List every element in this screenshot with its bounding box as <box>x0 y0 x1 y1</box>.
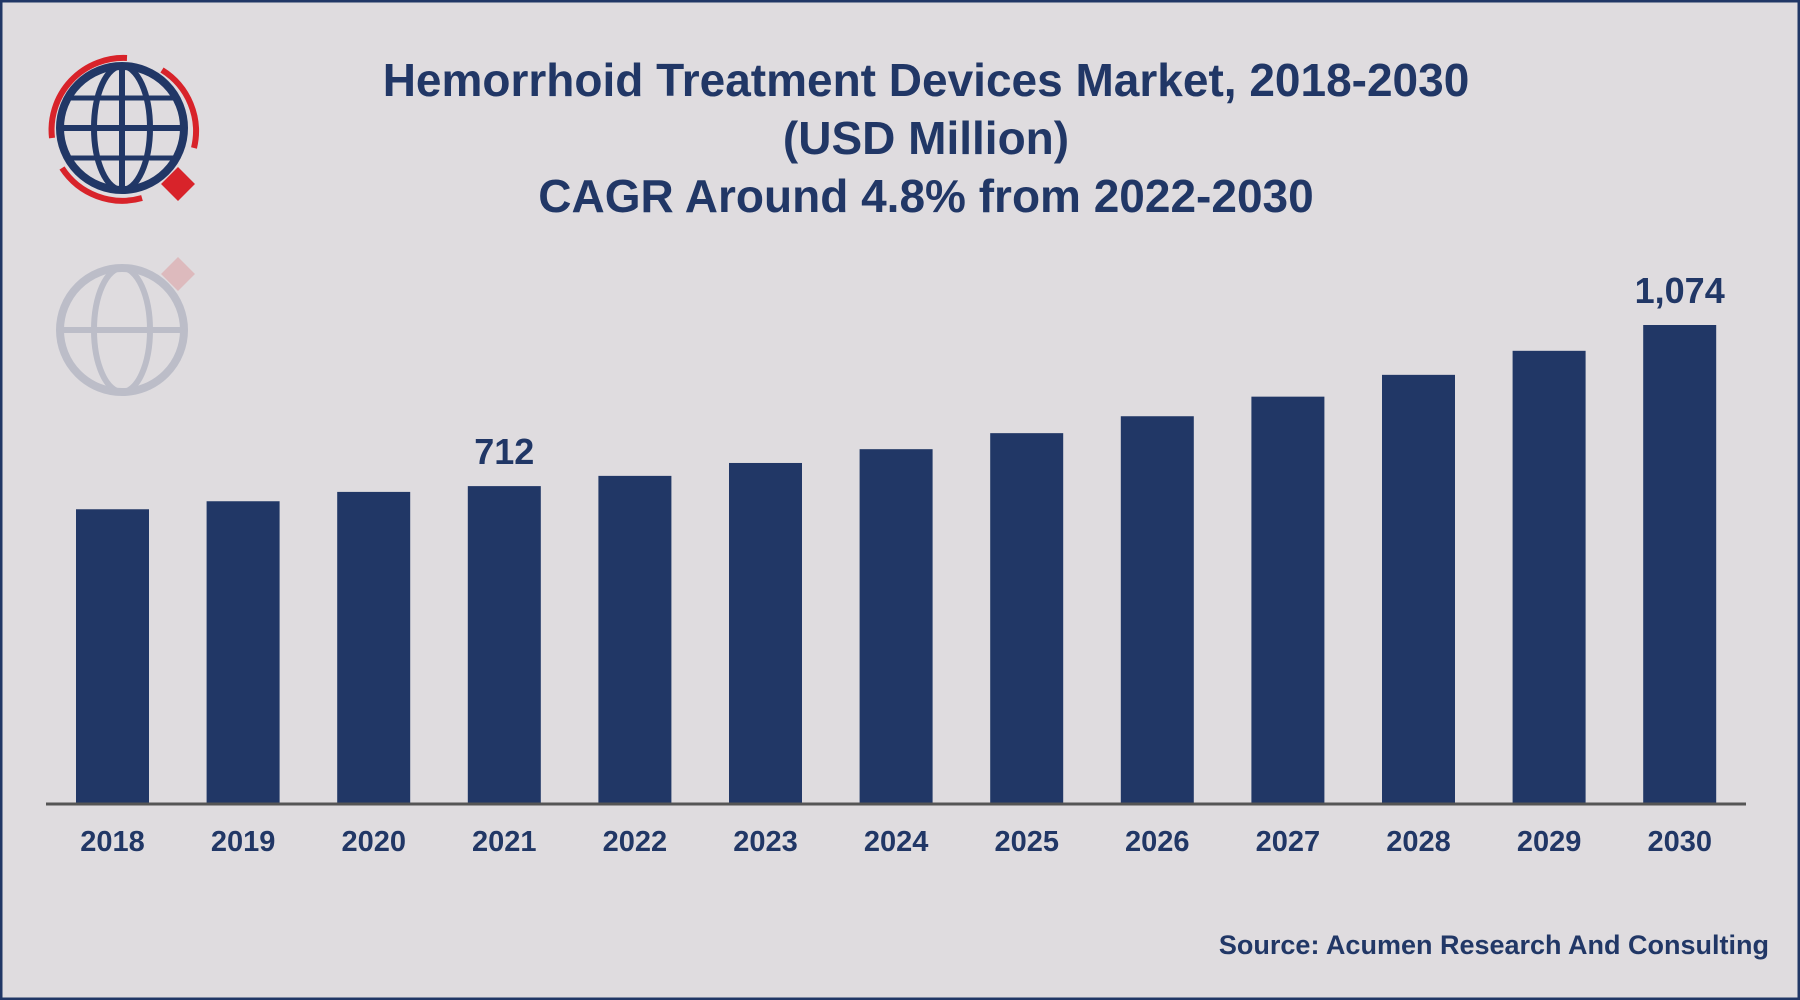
chart-title-line-1: Hemorrhoid Treatment Devices Market, 201… <box>383 54 1470 106</box>
logo-diamond <box>161 167 195 201</box>
x-tick-labels: 2018 2019 2020 2021 2022 2023 2024 2025 2026 2027… <box>80 826 1712 858</box>
bar-2026 <box>1120 416 1194 803</box>
source-note: Source: Acumen Research And Consulting <box>1219 930 1769 960</box>
bar-2027 <box>1251 396 1325 803</box>
x-tick-2022: 2022 <box>603 826 668 858</box>
bar-2025 <box>990 433 1064 803</box>
bar-2030 <box>1643 325 1717 803</box>
bar-2020 <box>337 491 411 803</box>
data-labels: 712 1,074 <box>474 270 1724 472</box>
x-tick-2024: 2024 <box>864 826 929 858</box>
bars <box>76 325 1717 803</box>
bar-2022 <box>598 475 672 803</box>
bar-2029 <box>1512 350 1586 803</box>
x-tick-2029: 2029 <box>1517 826 1582 858</box>
bar-2021 <box>467 486 541 803</box>
data-label-2021: 712 <box>474 431 534 472</box>
bar-2023 <box>729 462 802 803</box>
chart-title-line-2: (USD Million) <box>783 112 1069 164</box>
logo <box>48 54 199 204</box>
x-tick-2025: 2025 <box>994 826 1059 858</box>
bar-2018 <box>76 509 149 803</box>
x-tick-2030: 2030 <box>1647 826 1712 858</box>
x-tick-2021: 2021 <box>472 826 537 858</box>
x-tick-2027: 2027 <box>1256 826 1321 858</box>
x-tick-2023: 2023 <box>733 826 798 858</box>
logo-red-arc <box>59 166 143 204</box>
x-tick-2018: 2018 <box>80 826 145 858</box>
x-tick-2028: 2028 <box>1386 826 1451 858</box>
bar-2019 <box>206 501 280 803</box>
x-tick-2020: 2020 <box>341 826 406 858</box>
bar-2028 <box>1382 374 1455 803</box>
x-tick-2019: 2019 <box>211 826 276 858</box>
data-label-2030: 1,074 <box>1635 270 1725 311</box>
logo-red-arc <box>48 54 128 139</box>
bar-2024 <box>859 449 933 803</box>
logo-red-arc <box>160 67 199 149</box>
chart-title-line-3: CAGR Around 4.8% from 2022-2030 <box>538 170 1313 222</box>
x-tick-2026: 2026 <box>1125 826 1190 858</box>
